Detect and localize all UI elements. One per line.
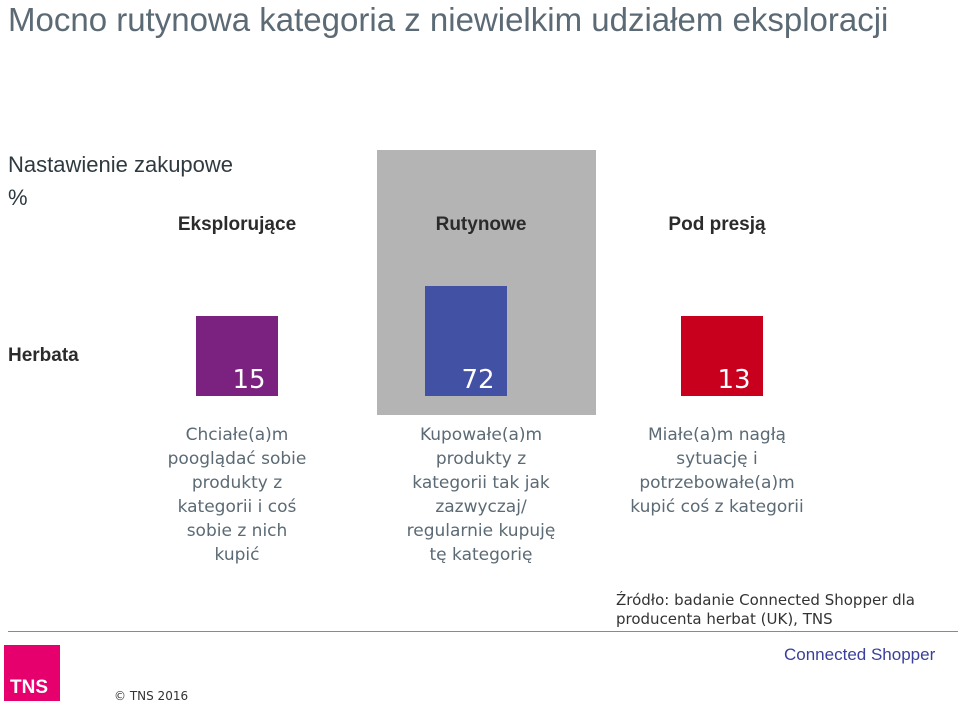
bar-value-label: 15 <box>232 365 265 395</box>
bar-value-label: 13 <box>717 365 750 395</box>
chart-subtitle: Nastawienie zakupowe <box>8 152 234 177</box>
source-line: Źródło: badanie Connected Shopper dla <box>616 591 916 609</box>
column-header-pressure: Pod presją <box>668 214 766 235</box>
tns-logo-text: TNS <box>10 677 48 698</box>
page-title: Mocno rutynowa kategoria z niewielkim ud… <box>8 1 889 38</box>
description-line: sobie z nich <box>186 521 288 541</box>
bar-2 <box>425 286 507 396</box>
column-description-routine: Kupowałe(a)m produkty z kategorii tak jak z… <box>371 423 591 567</box>
description-line: zazwyczaj/ <box>435 497 527 517</box>
column-description-explorative: Chciałe(a)m pooglądać sobie produkty z kate… <box>127 423 347 567</box>
description-line: kategorii i coś <box>177 497 297 517</box>
row-label: Herbata <box>8 345 79 366</box>
source-note: Źródło: badanie Connected Shopper dla pr… <box>616 591 956 629</box>
description-line: produkty z <box>435 449 527 469</box>
column-header-routine: Rutynowe <box>435 214 527 235</box>
description-line: regularnie kupuję <box>406 521 556 541</box>
footer-divider <box>8 631 958 632</box>
description-line: kategorii tak jak <box>412 473 550 493</box>
description-line: Kupowałe(a)m <box>419 425 543 445</box>
description-line: potrzebowałe(a)m <box>639 473 795 493</box>
column-header-explorative: Eksplorujące <box>177 214 297 235</box>
source-line: producenta herbat (UK), TNS <box>616 610 833 628</box>
tns-logo: TNS <box>4 645 60 701</box>
description-line: kupić <box>214 545 260 565</box>
bar-3 <box>681 316 763 396</box>
description-line: Chciałe(a)m <box>185 425 289 445</box>
bar-1 <box>196 316 278 396</box>
bar-value-label: 72 <box>461 365 494 395</box>
description-line: kupić coś z kategorii <box>630 497 804 517</box>
copyright: © TNS 2016 <box>114 689 189 703</box>
description-line: Miałe(a)m nagłą <box>648 425 786 445</box>
description-line: tę kategorię <box>429 545 533 565</box>
brand-logo-connected-shopper: Connected Shopper <box>784 645 936 664</box>
description-line: sytuację i <box>676 449 758 469</box>
description-line: produkty z <box>191 473 283 493</box>
description-line: pooglądać sobie <box>167 449 307 469</box>
unit-label: % <box>8 185 28 210</box>
column-description-pressure: Miałe(a)m nagłą sytuację i potrzebowałe(a)… <box>607 423 827 519</box>
